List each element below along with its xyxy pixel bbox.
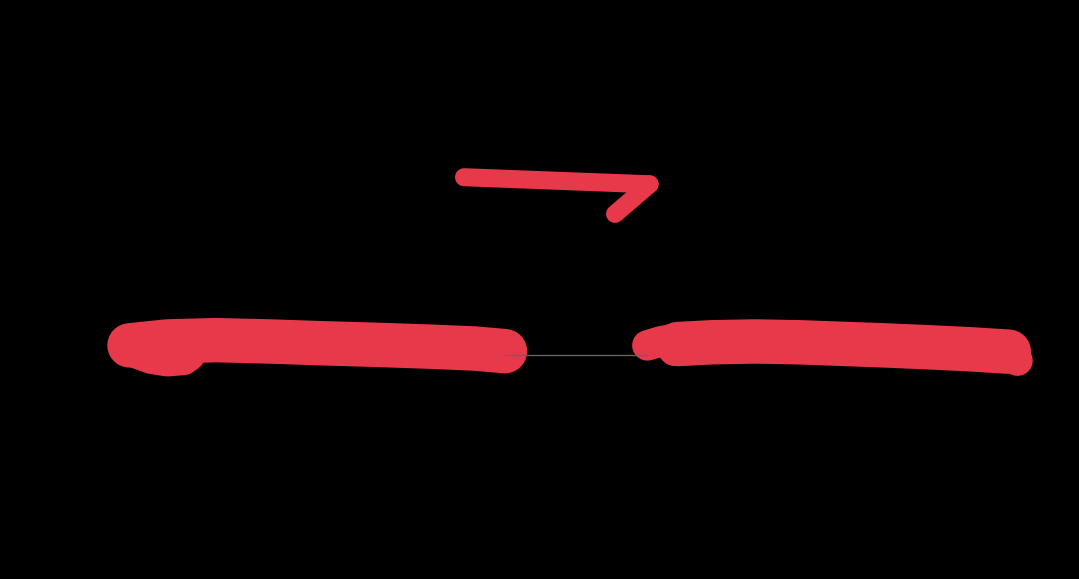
Text: (d) Determine the quantization error when the analog input is 7.4 v.: (d) Determine the quantization error whe… <box>248 463 847 480</box>
Text: $\mathbf{11)}$ Sampling and quantization If the analog signal to be quantized (u: $\mathbf{11)}$ Sampling and quantization… <box>216 42 951 64</box>
Text: (c) Quantization level when the analogue voltage is 7.4 v, and its binary code.: (c) Quantization level when the analogue… <box>248 426 931 443</box>
Text: (b) Quantization step (resolution).: (b) Quantization step (resolution). <box>248 389 547 406</box>
Text: tization with 4 bits) has a range from 0 v to 10 v.  Determine:: tization with 4 bits) has a range from 0… <box>216 71 754 87</box>
Text: (a) Number of quantization levels.: (a) Number of quantization levels. <box>254 97 555 113</box>
